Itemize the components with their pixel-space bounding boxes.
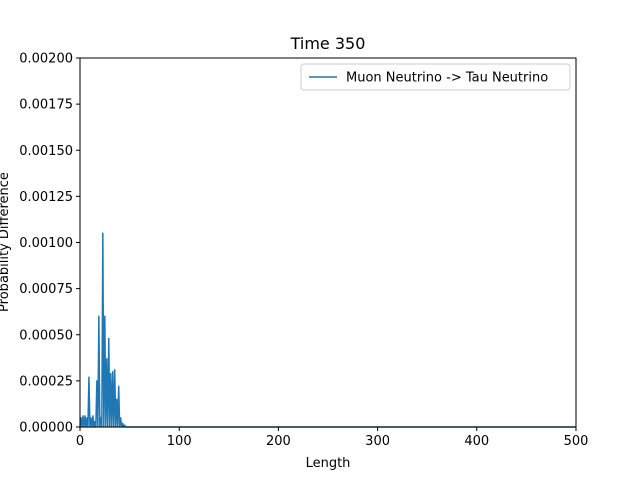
legend: Muon Neutrino -> Tau Neutrino — [300, 63, 571, 91]
x-tick-label-3: 300 — [365, 434, 390, 449]
legend-label-0: Muon Neutrino -> Tau Neutrino — [346, 71, 548, 86]
chart-title: Time 350 — [290, 34, 366, 53]
y-tick-label-1: 0.00025 — [19, 374, 73, 389]
x-tick-label-5: 500 — [564, 434, 589, 449]
y-tick-label-7: 0.00175 — [19, 98, 73, 113]
y-axis-label: Probability Difference — [0, 172, 12, 312]
x-axis-label: Length — [306, 456, 351, 471]
y-tick-label-6: 0.00150 — [19, 144, 73, 159]
y-tick-label-2: 0.00050 — [19, 328, 73, 343]
y-tick-label-3: 0.00075 — [19, 282, 73, 297]
x-tick-label-1: 100 — [167, 434, 192, 449]
y-tick-label-5: 0.00125 — [19, 190, 73, 205]
y-tick-label-8: 0.00200 — [19, 52, 73, 67]
x-tick-label-2: 200 — [266, 434, 291, 449]
legend-box — [300, 63, 571, 91]
x-tick-label-4: 400 — [464, 434, 489, 449]
y-tick-label-0: 0.00000 — [19, 421, 73, 436]
y-tick-label-4: 0.00100 — [19, 236, 73, 251]
x-tick-label-0: 0 — [76, 434, 84, 449]
plot-area: 0 100 200 300 400 500 0.00000 0.00025 0.00050 0.0… — [19, 52, 588, 450]
